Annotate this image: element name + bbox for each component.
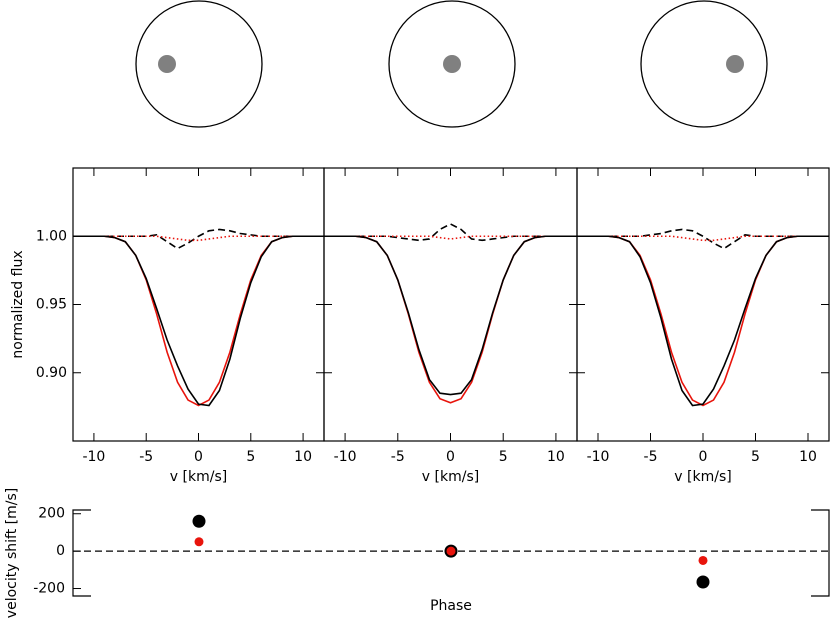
star-disk xyxy=(388,0,516,128)
y-tick-label: 0 xyxy=(56,543,65,559)
star-disk xyxy=(135,0,263,128)
shift-point xyxy=(698,555,708,565)
profile-line xyxy=(73,228,324,250)
profile-line xyxy=(324,235,577,396)
x-tick-label: 5 xyxy=(499,449,508,465)
x-tick-label: 10 xyxy=(294,449,312,465)
x-tick-label: -5 xyxy=(644,449,658,465)
plot-frame xyxy=(576,167,830,442)
shift-point xyxy=(192,514,206,528)
star-spot xyxy=(158,55,176,73)
plot-frame xyxy=(323,167,578,442)
x-axis-label: v [km/s] xyxy=(422,469,479,485)
x-tick-label: 10 xyxy=(799,449,817,465)
y-axis-label: velocity shift [m/s] xyxy=(4,488,20,618)
star-spot xyxy=(443,55,461,73)
axis-bracket xyxy=(811,509,830,597)
profile-line xyxy=(324,223,577,242)
x-tick-label: -5 xyxy=(139,449,153,465)
shift-point xyxy=(446,546,456,556)
plot-frame xyxy=(72,167,325,442)
y-tick-label: 200 xyxy=(38,506,65,522)
y-tick-label: -200 xyxy=(33,581,65,597)
profile-line xyxy=(577,228,829,250)
profile-line xyxy=(73,235,324,407)
x-tick-label: -10 xyxy=(334,449,357,465)
star-disk xyxy=(640,0,768,128)
shift-point xyxy=(194,537,204,547)
x-tick-label: 0 xyxy=(446,449,455,465)
x-tick-label: 5 xyxy=(751,449,760,465)
x-axis-label: Phase xyxy=(430,598,472,614)
y-tick-label: 0.95 xyxy=(36,297,67,313)
star-diagrams xyxy=(135,0,768,128)
x-axis-label: v [km/s] xyxy=(170,469,227,485)
profile-line xyxy=(577,235,829,407)
profile-line xyxy=(577,235,829,407)
y-axis-label: normalized flux xyxy=(10,250,26,358)
x-axis-label: v [km/s] xyxy=(674,469,731,485)
x-tick-label: 0 xyxy=(699,449,708,465)
x-tick-label: -5 xyxy=(391,449,405,465)
x-tick-label: 5 xyxy=(246,449,255,465)
y-tick-label: 1.00 xyxy=(36,228,67,244)
star-spot xyxy=(726,55,744,73)
y-tick-label: 0.90 xyxy=(36,365,67,381)
x-tick-label: -10 xyxy=(587,449,610,465)
shift-point xyxy=(696,575,710,589)
x-tick-label: 10 xyxy=(547,449,565,465)
axis-bracket xyxy=(72,509,91,597)
x-tick-label: -10 xyxy=(82,449,105,465)
profile-line xyxy=(73,235,324,407)
profile-line xyxy=(324,235,577,404)
x-tick-label: 0 xyxy=(194,449,203,465)
